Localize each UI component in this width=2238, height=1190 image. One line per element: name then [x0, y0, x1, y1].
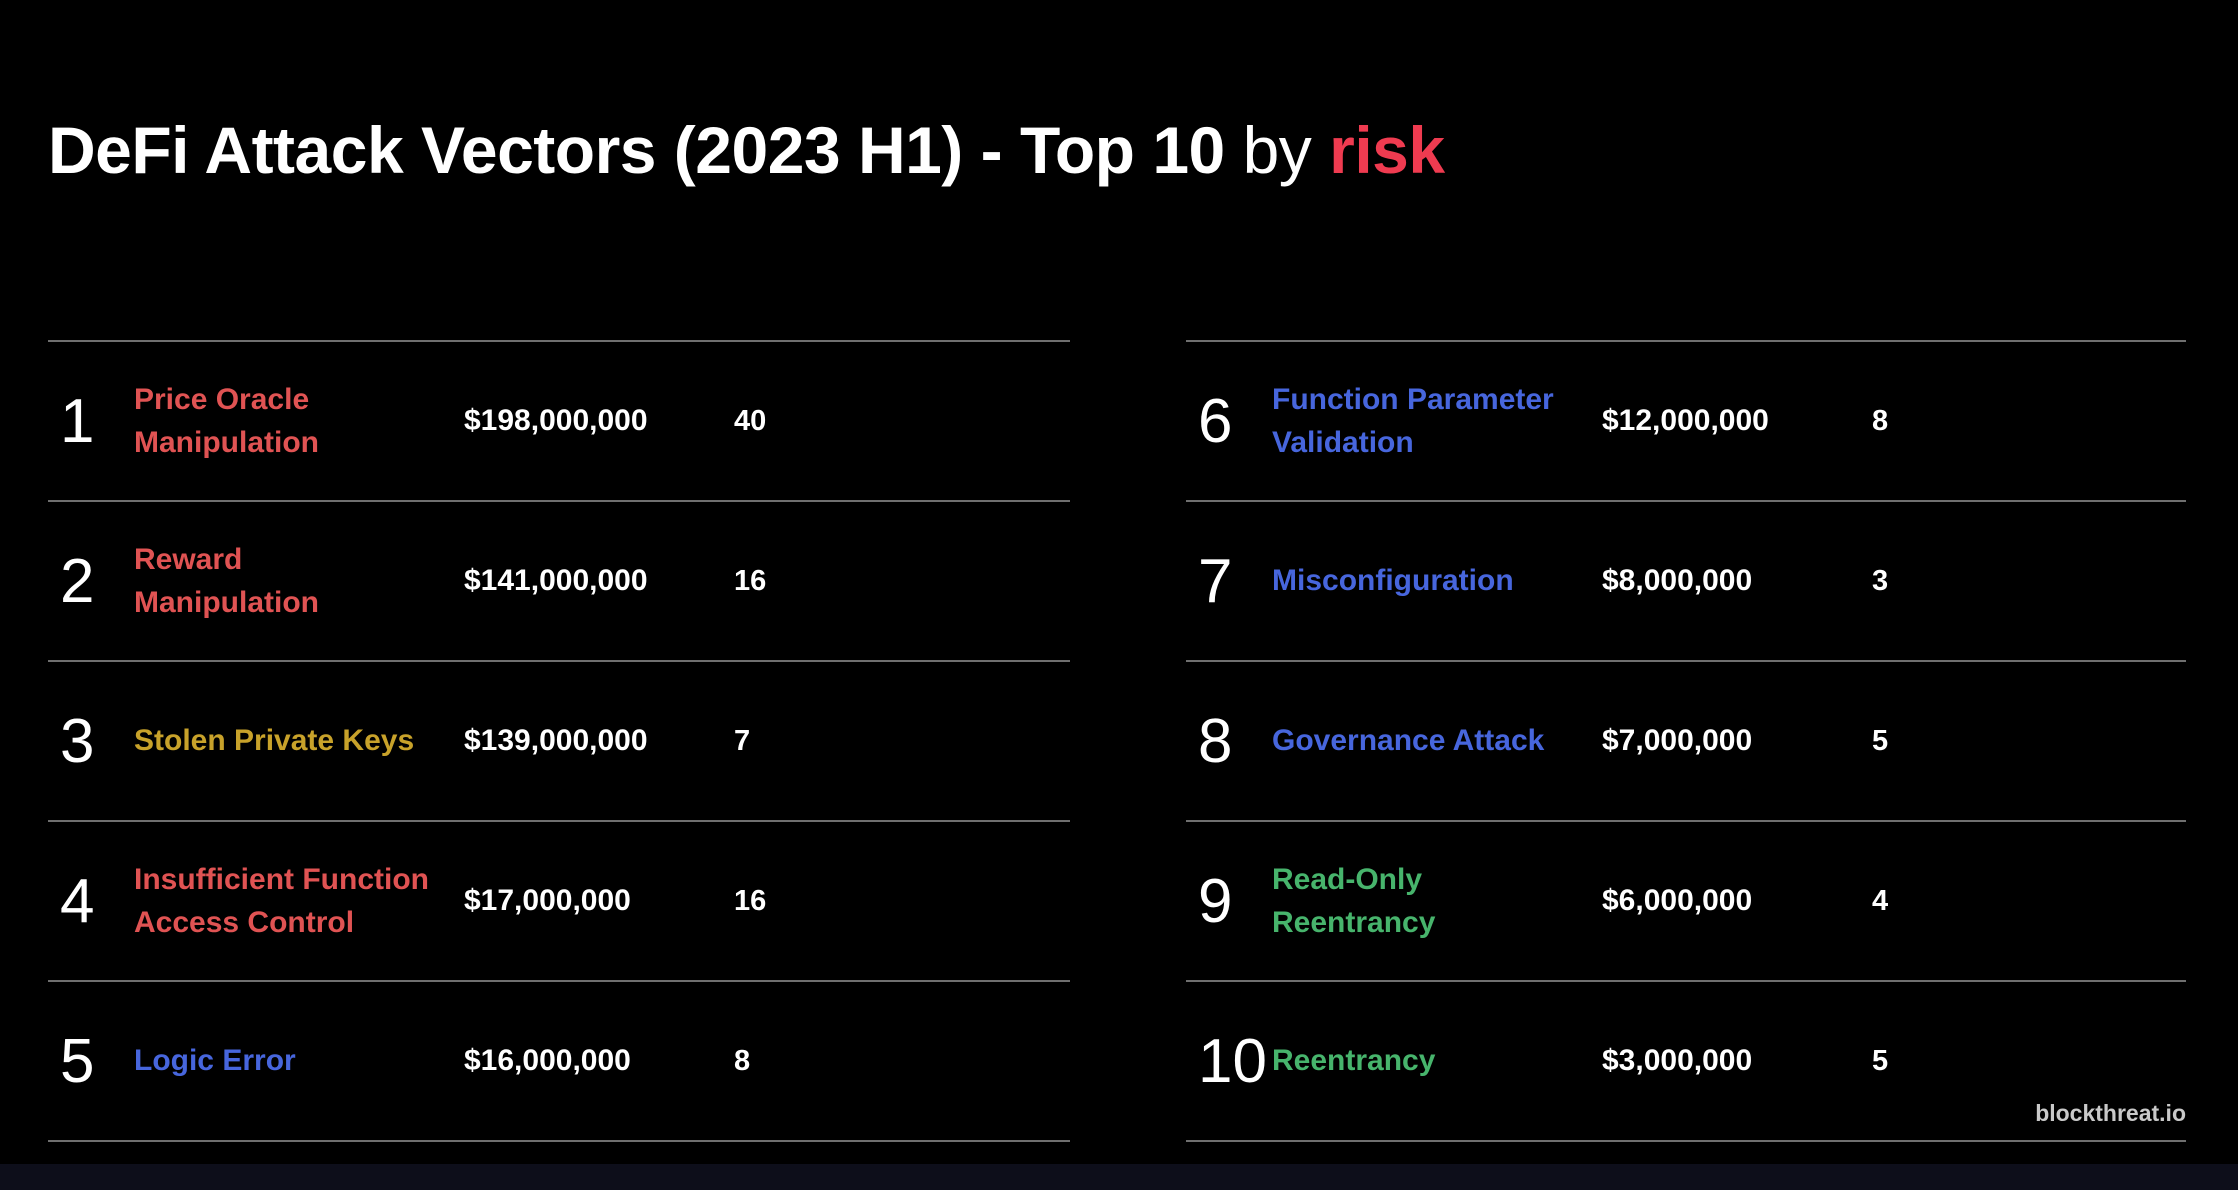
watermark: blockthreat.io [2035, 1100, 2186, 1126]
rank-number: 6 [1198, 386, 1233, 456]
loss-amount: $139,000,000 [464, 724, 648, 757]
incident-count: 3 [1872, 564, 1889, 597]
attack-name: Reentrancy [1272, 1044, 1436, 1078]
attack-name: Stolen Private Keys [134, 724, 415, 758]
attack-name: Logic Error [134, 1044, 296, 1078]
incident-count: 16 [734, 564, 767, 597]
incident-count: 16 [734, 884, 767, 917]
loss-amount: $141,000,000 [464, 564, 648, 597]
loss-amount: $6,000,000 [1602, 884, 1753, 917]
attack-name: Price Oracle Manipulation [134, 382, 319, 460]
loss-amount: $7,000,000 [1602, 724, 1753, 757]
loss-amount: $198,000,000 [464, 404, 648, 437]
attack-name: Insufficient Function Access Control [134, 862, 429, 940]
attack-row: 9 Read-Only Reentrancy $6,000,000 4 [1186, 820, 2186, 980]
attack-name: Governance Attack [1272, 724, 1545, 758]
incident-count: 8 [734, 1044, 751, 1077]
attack-name: Read-Only Reentrancy [1272, 862, 1436, 940]
attack-row: 2 Reward Manipulation $141,000,000 16 [48, 500, 1070, 660]
rank-number: 8 [1198, 706, 1233, 776]
ranking-column-left: 1 Price Oracle Manipulation $198,000,000… [48, 340, 1070, 1142]
attack-row: 5 Logic Error $16,000,000 8 [48, 980, 1070, 1140]
attack-row: 1 Price Oracle Manipulation $198,000,000… [48, 340, 1070, 500]
attack-row: 4 Insufficient Function Access Control $… [48, 820, 1070, 980]
rank-number: 7 [1198, 546, 1233, 616]
title-risk: risk [1329, 113, 1445, 187]
rank-number: 2 [60, 546, 95, 616]
loss-amount: $3,000,000 [1602, 1044, 1753, 1077]
ranking-column-right: 6 Function Parameter Validation $12,000,… [1186, 340, 2186, 1142]
incident-count: 5 [1872, 1044, 1889, 1077]
attack-name: Misconfiguration [1272, 564, 1514, 598]
loss-amount: $8,000,000 [1602, 564, 1753, 597]
rank-number: 4 [60, 866, 95, 936]
rank-number: 9 [1198, 866, 1233, 936]
loss-amount: $17,000,000 [464, 884, 631, 917]
attack-name: Function Parameter Validation [1272, 382, 1554, 460]
loss-amount: $16,000,000 [464, 1044, 631, 1077]
incident-count: 8 [1872, 404, 1889, 437]
rank-number: 3 [60, 706, 95, 776]
attack-row: 8 Governance Attack $7,000,000 5 [1186, 660, 2186, 820]
incident-count: 40 [734, 404, 767, 437]
loss-amount: $12,000,000 [1602, 404, 1769, 437]
attack-row: 3 Stolen Private Keys $139,000,000 7 [48, 660, 1070, 820]
attack-row: 10 Reentrancy $3,000,000 5 [1186, 980, 2186, 1140]
incident-count: 5 [1872, 724, 1889, 757]
attack-name: Reward Manipulation [134, 542, 319, 620]
rank-number: 5 [60, 1026, 95, 1096]
bottom-bar [0, 1164, 2238, 1190]
page-title: DeFi Attack Vectors (2023 H1) - Top 10 b… [48, 112, 1445, 188]
rank-number: 1 [60, 386, 95, 456]
title-main: DeFi Attack Vectors (2023 H1) - Top 10 [48, 113, 1225, 187]
attack-row: 6 Function Parameter Validation $12,000,… [1186, 340, 2186, 500]
incident-count: 4 [1872, 884, 1889, 917]
incident-count: 7 [734, 724, 751, 757]
rank-number: 10 [1198, 1026, 1267, 1096]
title-connector: by [1242, 113, 1312, 187]
attack-row: 7 Misconfiguration $8,000,000 3 [1186, 500, 2186, 660]
